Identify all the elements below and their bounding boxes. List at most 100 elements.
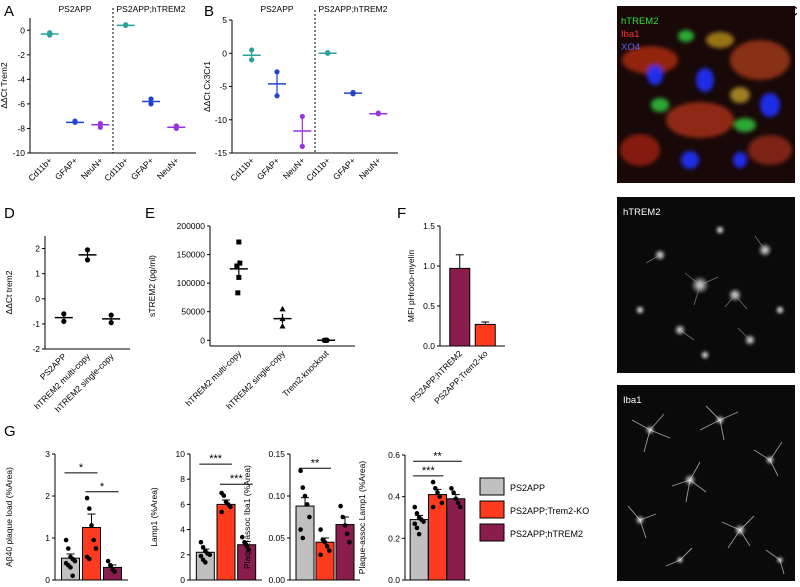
data-point xyxy=(304,502,310,507)
y-axis-label: ΔΔCt Trem2 xyxy=(0,62,9,109)
data-point xyxy=(84,495,90,501)
data-point xyxy=(97,120,103,127)
data-point xyxy=(200,544,206,550)
y-tick-label: 100000 xyxy=(177,278,206,288)
x-category-label: GFAP+ xyxy=(255,155,282,182)
data-point xyxy=(89,523,94,528)
y-tick-label: 200000 xyxy=(177,221,206,231)
y-tick-label: -4 xyxy=(17,74,25,84)
data-point xyxy=(221,493,227,498)
data-point xyxy=(91,537,96,543)
y-tick-label: 3 xyxy=(45,449,50,459)
panel-label-d: D xyxy=(4,205,15,222)
data-point xyxy=(239,534,245,540)
y-tick-label: 1.5 xyxy=(423,221,435,231)
data-point xyxy=(453,496,459,502)
x-category-label: Cd11b+ xyxy=(102,155,130,183)
data-point xyxy=(148,101,154,107)
chart-g1-abeta40: 3 2 1 0 Aβ40 plaque load (%Area) * * xyxy=(4,449,128,585)
y-tick-label: 0.05 xyxy=(268,533,285,543)
bar xyxy=(315,541,335,581)
data-point xyxy=(97,124,103,130)
y-tick-label: 0.10 xyxy=(268,491,285,501)
significance-label: * xyxy=(79,462,84,474)
micrograph-merged-label-htrem2: hTREM2 xyxy=(621,16,658,27)
data-point xyxy=(322,539,328,545)
data-point xyxy=(235,290,241,296)
data-point xyxy=(84,247,91,253)
y-tick-label: 0 xyxy=(222,48,227,58)
x-category-label: Cd11b+ xyxy=(26,155,54,183)
group-label: PS2APP xyxy=(58,4,91,14)
y-tick-label: -2 xyxy=(17,50,25,60)
y-tick-label: 1 xyxy=(45,533,50,543)
legend-label-htrem2: PS2APP;hTREM2 xyxy=(510,529,583,539)
data-point xyxy=(246,547,252,553)
y-tick-label: 50000 xyxy=(181,307,205,317)
micrograph-htrem2: hTREM2 xyxy=(617,197,795,373)
significance-label: *** xyxy=(209,453,223,465)
data-point xyxy=(237,260,243,266)
data-point xyxy=(298,527,303,532)
y-tick-label: -8 xyxy=(17,123,25,133)
y-tick-label: 0.2 xyxy=(388,533,400,543)
data-point xyxy=(203,560,208,565)
data-point xyxy=(219,509,224,515)
data-point xyxy=(307,514,312,520)
data-point xyxy=(435,490,440,495)
data-point xyxy=(84,257,91,263)
significance-label: *** xyxy=(230,473,244,485)
micrograph-htrem2-processes xyxy=(645,235,766,341)
bar xyxy=(449,267,471,347)
data-point xyxy=(344,531,350,537)
group-label: PS2APP xyxy=(260,4,293,14)
group-label: PS2APP;hTREM2 xyxy=(117,4,186,14)
chart-g2-lamp1: 10 8 6 4 2 0 Lamp1 (%Area) *** *** xyxy=(149,449,262,585)
data-point xyxy=(87,556,92,562)
micrograph-iba1: Iba1 xyxy=(617,385,795,581)
x-category-label: GFAP+ xyxy=(129,155,156,182)
bar xyxy=(216,503,236,581)
y-tick-label: 2 xyxy=(180,550,185,560)
x-category-label: GFAP+ xyxy=(53,155,80,182)
y-tick-label: 0 xyxy=(20,25,25,35)
x-category-label: NeuN+ xyxy=(79,155,105,181)
data-point xyxy=(234,263,240,269)
data-point xyxy=(451,490,456,495)
y-tick-label: 0.6 xyxy=(388,450,400,460)
data-point xyxy=(61,318,67,324)
y-axis-label: ΔΔCt Cx3Cr1 xyxy=(202,61,212,112)
data-point xyxy=(412,521,418,527)
data-point xyxy=(300,485,306,490)
data-point xyxy=(342,523,348,528)
x-category-label: Trem2-knockout xyxy=(280,348,331,399)
panel-label-e: E xyxy=(145,205,155,222)
data-point xyxy=(375,111,381,117)
data-point xyxy=(299,113,305,120)
data-point xyxy=(93,546,99,551)
data-point xyxy=(249,47,255,53)
data-point xyxy=(347,539,352,545)
panel-label-f: F xyxy=(397,205,406,222)
data-point xyxy=(327,548,332,553)
micrograph-merged-label-iba1: Iba1 xyxy=(621,29,640,40)
significance-label: ** xyxy=(311,457,320,469)
micrograph-iba1-background xyxy=(617,385,795,581)
significance-label: *** xyxy=(422,465,436,477)
data-point xyxy=(416,531,422,537)
y-tick-label: 6 xyxy=(180,499,185,509)
data-point xyxy=(236,239,242,245)
data-point xyxy=(173,125,179,132)
x-category-label: GFAP+ xyxy=(331,155,358,182)
data-point xyxy=(340,514,346,520)
data-point xyxy=(325,50,331,56)
y-tick-label: 2 xyxy=(45,491,50,501)
data-point xyxy=(108,320,114,326)
y-tick-label: 0.0 xyxy=(423,341,435,351)
bar xyxy=(335,524,355,581)
y-tick-label: 0.5 xyxy=(423,301,435,311)
data-point xyxy=(70,573,75,579)
data-point xyxy=(108,312,114,318)
